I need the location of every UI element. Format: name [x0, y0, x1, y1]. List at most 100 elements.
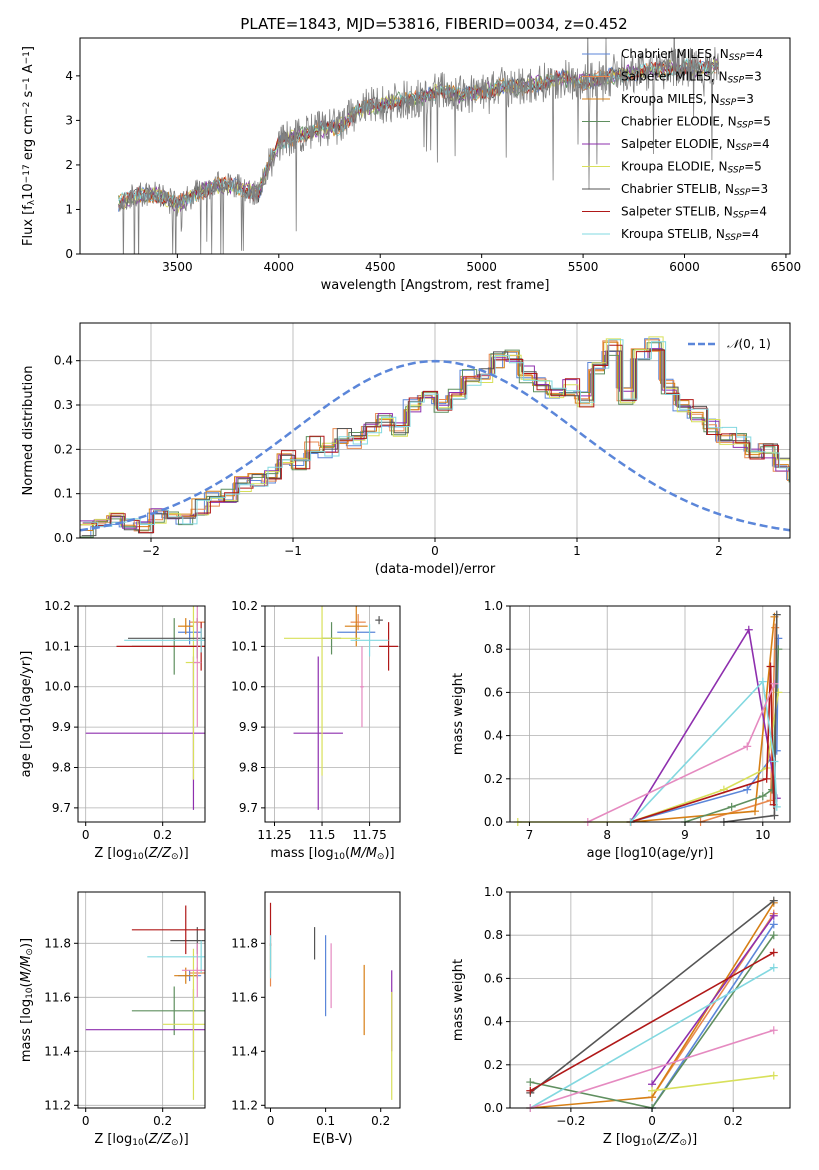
weight-point	[766, 662, 775, 671]
histograms	[80, 336, 790, 538]
axes-frame	[509, 891, 791, 1109]
x-tick-label: 0	[648, 1114, 656, 1128]
y-tick-label: 0.2	[484, 772, 503, 786]
weight-lines	[513, 610, 783, 826]
y-tick-label: 2	[65, 158, 73, 172]
x-tick-label: 1	[573, 544, 581, 558]
y-tick-label: 11.8	[231, 936, 258, 950]
weight-line-6	[529, 899, 775, 1094]
y-tick-label: 0.4	[484, 729, 503, 743]
x-tick-label: 8	[603, 828, 611, 842]
y-tick-label: 0.0	[484, 1101, 503, 1115]
weight-point	[774, 645, 783, 654]
y-tick-label: 9.7	[52, 801, 71, 815]
y-tick-label: 0	[65, 247, 73, 261]
weight-point	[758, 792, 767, 801]
legend-entry: Salpeter ELODIE, NSSP=4	[621, 137, 770, 153]
x-axis-label: Z [log10(Z/Z⊙)]	[94, 1132, 188, 1148]
x-tick-label: 6000	[669, 260, 700, 274]
histogram-4	[80, 348, 790, 529]
x-tick-label: 5000	[466, 260, 497, 274]
weight-point	[751, 807, 759, 816]
weight-point	[762, 774, 771, 783]
y-tick-label: 1.0	[484, 599, 503, 613]
x-tick-label: 0.2	[371, 1114, 390, 1128]
histogram-6	[81, 349, 790, 537]
x-axis-label: Z [log10(Z/Z⊙)]	[603, 1132, 697, 1148]
x-tick-label: −1	[284, 544, 302, 558]
y-tick-label: 11.6	[231, 990, 258, 1004]
x-tick-label: 0.1	[316, 1114, 335, 1128]
y-tick-label: 10.2	[44, 599, 71, 613]
weight-point	[770, 757, 779, 766]
x-tick-label: 11.5	[309, 828, 336, 842]
x-tick-label: 10	[755, 828, 770, 842]
y-tick-label: 10.1	[231, 639, 258, 653]
y-tick-label: 11.4	[44, 1044, 71, 1058]
y-axis-label: mass weight	[451, 673, 466, 755]
y-tick-label: 0.6	[484, 685, 503, 699]
y-tick-label: 0.0	[484, 815, 503, 829]
axes-frame	[77, 891, 206, 1109]
axes-frame	[77, 605, 206, 823]
y-tick-label: 10.1	[44, 639, 71, 653]
x-tick-label: 4500	[365, 260, 396, 274]
y-tick-label: 9.9	[52, 720, 71, 734]
weight-line-9	[530, 1029, 775, 1109]
legend-entry: Chabrier ELODIE, NSSP=5	[621, 115, 771, 131]
y-axis-label: mass weight	[451, 959, 466, 1041]
axes-frame	[79, 37, 791, 255]
weight-point	[770, 679, 779, 688]
y-tick-label: 0.1	[54, 487, 73, 501]
weight-point	[769, 963, 778, 972]
y-tick-label: 10.0	[44, 680, 71, 694]
x-tick-label: 7	[526, 828, 534, 842]
errorbars	[85, 905, 205, 1100]
observed-spectrum	[118, 38, 719, 254]
y-tick-label: 1.0	[484, 885, 503, 899]
mass_vs_ebv-panel: 0 0.1 0.2 11.2 11.4 11.6 11.8 E(B-V)	[231, 891, 401, 1147]
weight-lines	[526, 896, 778, 1112]
weight-point	[769, 920, 778, 929]
weight-point	[526, 1078, 535, 1087]
y-tick-label: 11.6	[44, 990, 71, 1004]
legend-entry: 𝒩(0, 1)	[727, 337, 771, 351]
weight-point	[772, 610, 781, 619]
figure-title: PLATE=1843, MJD=53816, FIBERID=0034, z=0…	[240, 15, 627, 33]
y-tick-label: 0.4	[484, 1015, 503, 1029]
age_vs_Z-panel: 0 0.2 9.7 9.8 9.9 10.0 10.1 10.2 Z [log10(Z/Z⊙)]…	[19, 599, 206, 862]
age_vs_mass-panel: 11.25 11.5 11.75 9.7 9.8 9.9 10.0 10.1 10.2 mass …	[231, 599, 401, 862]
weight-line-0	[651, 923, 775, 1109]
y-tick-label: 1	[65, 202, 73, 216]
weight-line-5	[651, 1074, 774, 1092]
y-axis-label: Normed distribution	[21, 366, 36, 496]
axes-frame	[264, 891, 401, 1109]
weight-point	[769, 1071, 778, 1080]
x-tick-label: 0	[82, 828, 90, 842]
x-tick-label: 0	[431, 544, 439, 558]
y-tick-label: 10.2	[231, 599, 258, 613]
residuals-panel: −2 −1 0 1 2 0.0 0.1 0.2 0.3 0.4 (data-model)/error…	[21, 322, 791, 577]
legend-entry: Salpeter MILES, NSSP=3	[621, 70, 762, 86]
y-tick-label: 9.7	[239, 801, 258, 815]
weight-point	[743, 785, 752, 794]
weight-point	[769, 911, 778, 920]
weight-point	[769, 948, 778, 957]
y-tick-label: 10.0	[231, 680, 258, 694]
x-axis-label: mass [log10(M/M⊙)]	[270, 846, 394, 862]
y-tick-label: 0.8	[484, 642, 503, 656]
weight-line-8	[630, 679, 778, 823]
y-tick-label: 11.8	[44, 936, 71, 950]
spectrum-panel: 3500 4000 4500 5000 5500 6000 6500 0 1 2 3 4 wavelen…	[21, 37, 801, 293]
y-tick-label: 0.4	[54, 354, 73, 368]
histogram-7	[82, 344, 790, 534]
spectrum-lines	[118, 38, 719, 254]
x-tick-label: 0	[82, 1114, 90, 1128]
weight-point	[526, 1086, 535, 1095]
legend-entry: Chabrier STELIB, NSSP=3	[621, 182, 768, 198]
x-tick-label: 5500	[568, 260, 599, 274]
weight-point	[758, 677, 767, 686]
x-tick-label: 11.75	[352, 828, 386, 842]
y-tick-label: 0.2	[484, 1058, 503, 1072]
